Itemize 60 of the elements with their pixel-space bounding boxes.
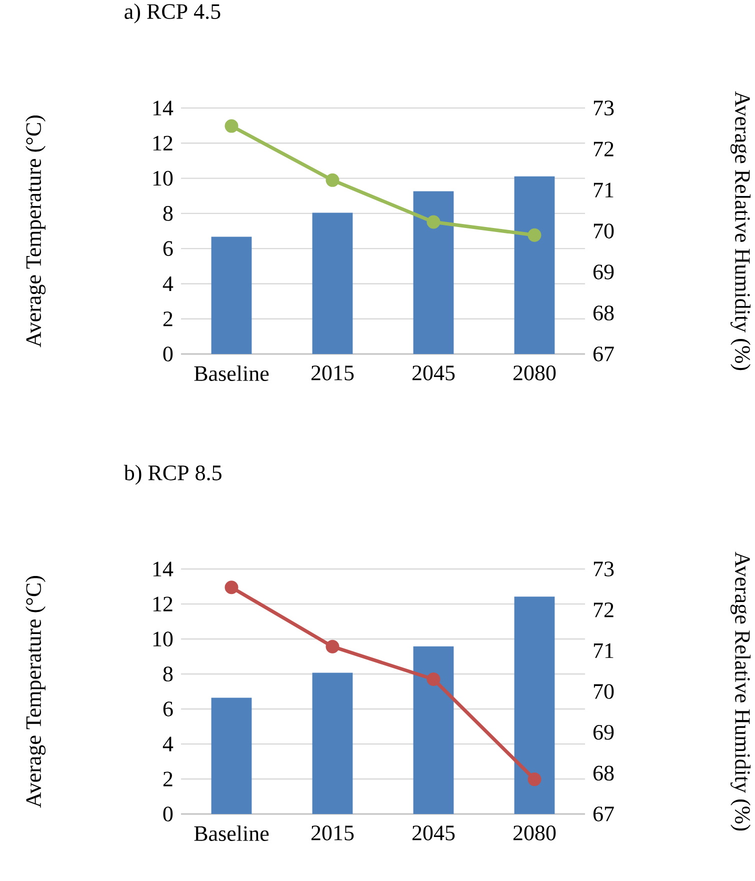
point [528,772,542,786]
y2-axis-title: Average Relative Humidity (%) [730,91,751,370]
bar [312,212,353,354]
x-tick-label: 2015 [311,826,354,840]
y2-tick-label: 73 [594,562,614,576]
y-tick-label: 0 [163,806,173,822]
bar [211,236,252,354]
x-tick-label: 2045 [412,366,455,380]
y-tick-label: 14 [153,100,174,116]
x-tick-label: 2080 [513,826,556,840]
y-tick-label: 8 [163,666,173,682]
y2-tick-label: 69 [593,724,614,740]
y2-tick-label: 70 [594,224,614,238]
y2-tick-label: 68 [593,306,614,320]
y-tick-label: 0 [163,346,173,362]
y-tick-label: 2 [163,772,172,786]
x-tick-label: 2015 [311,366,354,380]
point [528,228,542,242]
point [224,580,238,594]
y2-tick-label: 69 [593,264,614,280]
y-tick-label: 6 [163,241,173,256]
y-tick-label: 4 [162,276,174,291]
y2-tick-label: 71 [594,643,614,658]
y-tick-label: 4 [162,736,174,752]
y-tick-label: 14 [153,562,174,576]
point [426,215,440,229]
bar [211,698,252,814]
chart-title: a) RCP 4.5 [124,3,220,24]
y-tick-label: 10 [153,632,173,646]
x-tick-label: 2045 [412,826,455,840]
y2-tick-label: 68 [593,766,614,781]
bar [413,646,454,814]
y2-tick-label: 70 [594,684,614,699]
y-tick-label: 8 [163,206,173,221]
y2-tick-label: 71 [594,182,614,198]
y-tick-label: 6 [163,702,173,716]
y-axis-title: Average Temperature (°C) [26,576,46,808]
y-tick-label: 10 [153,170,173,186]
y2-tick-label: 72 [594,602,614,618]
y2-tick-label: 67 [593,806,614,822]
y-tick-label: 12 [153,596,172,612]
y2-tick-label: 67 [593,346,614,362]
point [326,640,340,654]
point [326,173,340,187]
y-tick-label: 2 [163,312,172,326]
x-tick-label: 2080 [513,366,556,380]
bar [413,191,454,354]
point [224,119,238,133]
bar [514,596,555,814]
y2-tick-label: 73 [594,100,614,116]
y-tick-label: 12 [153,136,172,150]
point [426,672,440,686]
bar [514,176,555,354]
x-tick-label: Baseline [194,366,269,382]
x-tick-label: Baseline [194,826,269,842]
bar [312,672,353,814]
chart-title: b) RCP 8.5 [124,464,222,485]
y-axis-title: Average Temperature (°C) [26,116,46,348]
y2-tick-label: 72 [594,142,614,156]
y2-axis-title: Average Relative Humidity (%) [730,552,751,831]
